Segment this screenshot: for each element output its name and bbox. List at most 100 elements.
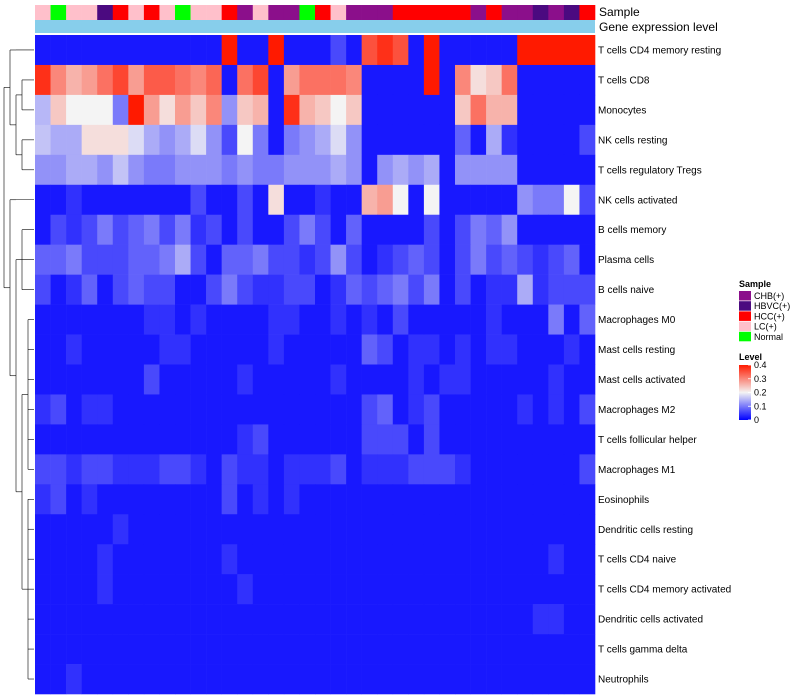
heatmap-cell bbox=[81, 634, 98, 665]
heatmap-cell bbox=[470, 424, 487, 455]
heatmap-cell bbox=[579, 364, 596, 395]
heatmap-cell bbox=[299, 244, 316, 275]
heatmap-cell bbox=[392, 604, 409, 635]
row-label: Plasma cells bbox=[598, 255, 654, 266]
heatmap-cell bbox=[221, 574, 238, 605]
sample-legend-swatch bbox=[739, 301, 751, 311]
heatmap-cell bbox=[66, 124, 82, 156]
heatmap-cell bbox=[377, 304, 394, 335]
heatmap-cell bbox=[532, 394, 549, 425]
heatmap-cell bbox=[548, 454, 565, 485]
sample-annotation-cell bbox=[423, 5, 440, 20]
heatmap-cell bbox=[361, 574, 378, 605]
heatmap-cell bbox=[50, 424, 67, 455]
heatmap-cell bbox=[159, 184, 176, 216]
heatmap-cell bbox=[252, 35, 269, 66]
heatmap-cell bbox=[486, 394, 502, 425]
heatmap-cell bbox=[35, 184, 51, 216]
heatmap-cell bbox=[143, 154, 160, 186]
heatmap-cell bbox=[377, 35, 394, 66]
heatmap-cell bbox=[330, 394, 347, 425]
heatmap-cell bbox=[175, 604, 191, 635]
heatmap-cell bbox=[408, 124, 425, 156]
heatmap-cell bbox=[112, 94, 129, 126]
gene-expression-bar bbox=[35, 20, 595, 33]
heatmap-cell bbox=[361, 304, 378, 335]
heatmap-cell bbox=[517, 304, 534, 335]
heatmap-cell bbox=[315, 64, 331, 96]
heatmap-cell bbox=[299, 394, 316, 425]
heatmap-cell bbox=[330, 244, 347, 275]
heatmap-cell bbox=[423, 184, 440, 216]
heatmap-cell bbox=[268, 454, 285, 485]
heatmap-cell bbox=[175, 154, 191, 186]
heatmap-cell bbox=[455, 664, 471, 695]
heatmap-cell bbox=[548, 214, 565, 245]
heatmap-cell bbox=[423, 604, 440, 635]
heatmap-cell bbox=[221, 454, 238, 485]
heatmap-cell bbox=[563, 454, 580, 485]
heatmap-cell bbox=[455, 184, 471, 216]
heatmap-cell bbox=[377, 664, 394, 695]
heatmap-cell bbox=[563, 184, 580, 216]
heatmap-cell bbox=[455, 124, 471, 156]
heatmap-cell bbox=[221, 274, 238, 305]
heatmap-cell bbox=[455, 244, 471, 275]
heatmap-cell bbox=[268, 274, 285, 305]
heatmap-cell bbox=[66, 634, 82, 665]
sample-annotation-cell bbox=[66, 5, 82, 20]
heatmap-cell bbox=[548, 514, 565, 545]
level-tick-label: 0.2 bbox=[754, 388, 767, 398]
row-label: NK cells resting bbox=[598, 135, 667, 146]
heatmap-cell bbox=[237, 274, 254, 305]
heatmap-cell bbox=[143, 334, 160, 365]
heatmap-cell bbox=[315, 304, 331, 335]
heatmap-cell bbox=[455, 394, 471, 425]
heatmap-cell bbox=[532, 664, 549, 695]
heatmap-cell bbox=[143, 274, 160, 305]
heatmap-cell bbox=[486, 454, 502, 485]
heatmap-cell bbox=[35, 574, 51, 605]
heatmap-cell bbox=[548, 124, 565, 156]
heatmap-cell bbox=[299, 484, 316, 515]
heatmap-cell bbox=[66, 484, 82, 515]
heatmap-cell bbox=[361, 484, 378, 515]
heatmap-cell bbox=[268, 334, 285, 365]
heatmap-cell bbox=[346, 64, 362, 96]
heatmap-cell bbox=[128, 244, 145, 275]
heatmap-cell bbox=[190, 274, 207, 305]
heatmap-cell bbox=[128, 544, 145, 575]
heatmap-cell bbox=[532, 364, 549, 395]
heatmap-cell bbox=[97, 544, 114, 575]
heatmap-cell bbox=[408, 574, 425, 605]
heatmap-cell bbox=[50, 94, 67, 126]
heatmap-cell bbox=[190, 604, 207, 635]
heatmap-cell bbox=[517, 274, 534, 305]
heatmap-cell bbox=[486, 35, 502, 66]
heatmap-cell bbox=[112, 634, 129, 665]
heatmap-cell bbox=[283, 484, 300, 515]
heatmap-cell bbox=[190, 124, 207, 156]
heatmap-cell bbox=[377, 514, 394, 545]
heatmap-cell bbox=[66, 154, 82, 186]
heatmap-cell bbox=[175, 394, 191, 425]
heatmap-cell bbox=[517, 454, 534, 485]
heatmap-cells bbox=[35, 35, 596, 695]
heatmap-cell bbox=[361, 184, 378, 216]
heatmap-cell bbox=[35, 35, 51, 66]
heatmap-cell bbox=[175, 94, 191, 126]
heatmap-cell bbox=[439, 604, 456, 635]
heatmap-cell bbox=[408, 634, 425, 665]
heatmap-cell bbox=[579, 604, 596, 635]
heatmap-cell bbox=[206, 124, 222, 156]
heatmap-cell bbox=[283, 94, 300, 126]
heatmap-cell bbox=[501, 124, 518, 156]
heatmap-cell bbox=[392, 574, 409, 605]
heatmap-cell bbox=[221, 394, 238, 425]
heatmap-cell bbox=[268, 304, 285, 335]
heatmap-cell bbox=[175, 364, 191, 395]
heatmap-cell bbox=[221, 64, 238, 96]
sample-annotation-cell bbox=[268, 5, 285, 20]
heatmap-cell bbox=[252, 664, 269, 695]
